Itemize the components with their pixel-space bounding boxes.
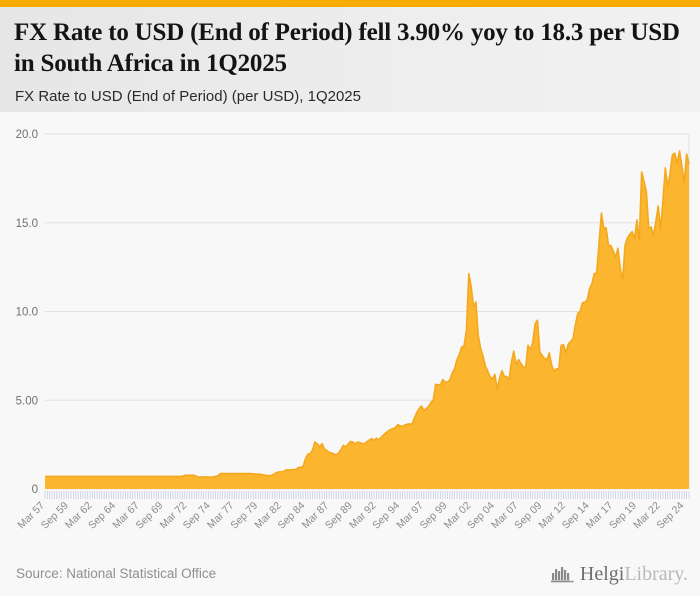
helgi-library-logo: HelgiLibrary. <box>550 564 688 584</box>
chart-subtitle: FX Rate to USD (End of Period) (per USD)… <box>15 88 361 105</box>
svg-text:10.0: 10.0 <box>16 307 38 319</box>
accent-top-bar <box>0 0 700 7</box>
logo-text-library: Library. <box>624 562 688 585</box>
svg-text:15.0: 15.0 <box>16 218 38 230</box>
source-label: Source: National Statistical Office <box>16 566 217 581</box>
svg-text:Sep 24: Sep 24 <box>654 500 686 532</box>
logo-text: HelgiLibrary. <box>580 564 688 584</box>
chart-header: FX Rate to USD (End of Period) fell 3.90… <box>0 7 700 112</box>
page-title: FX Rate to USD (End of Period) fell 3.90… <box>14 19 680 77</box>
bar-chart-building-icon <box>550 566 574 582</box>
svg-text:20.0: 20.0 <box>16 129 38 141</box>
logo-text-helgi: Helgi <box>579 562 625 585</box>
footer: Source: National Statistical Office Helg… <box>0 555 700 596</box>
chart-area: 20.0 15.0 10.0 5.00 0 Mar 57 Sep 59 Mar 62 Sep 6… <box>0 112 700 555</box>
svg-text:0: 0 <box>32 484 38 496</box>
svg-text:5.00: 5.00 <box>16 395 38 407</box>
